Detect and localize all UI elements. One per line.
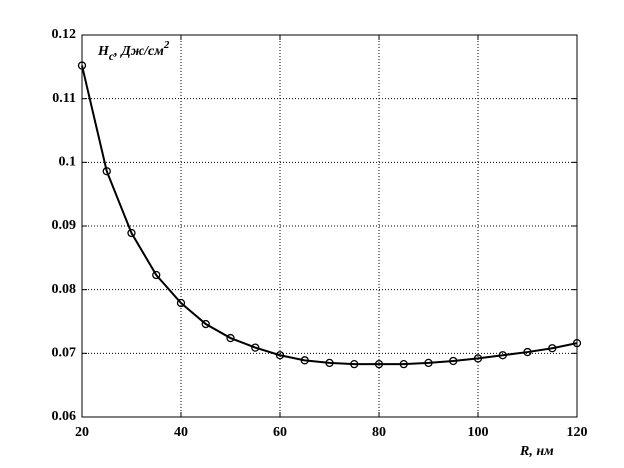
data-point (251, 343, 260, 352)
data-point (176, 298, 186, 308)
y-label-unit: , Дж/см (113, 44, 164, 59)
data-point (399, 360, 408, 369)
data-point (523, 347, 532, 357)
y-tick-label: 0.06 (52, 409, 77, 424)
data-point (325, 358, 334, 368)
data-point (300, 356, 309, 365)
data-point (152, 270, 161, 280)
data-point (127, 228, 136, 238)
x-tick-label: 20 (75, 425, 89, 440)
data-point (226, 333, 235, 343)
y-label-sub: c (109, 49, 115, 63)
x-tick-label: 100 (468, 425, 489, 440)
data-point (77, 61, 87, 70)
data-point (201, 319, 210, 329)
x-axis-label: R, нм (519, 444, 554, 459)
plot-frame (81, 34, 578, 418)
data-point (449, 356, 458, 366)
data-point (548, 344, 557, 353)
data-point (498, 351, 507, 360)
y-tick-label: 0.08 (52, 282, 77, 297)
data-point (350, 360, 359, 369)
data-line (81, 65, 578, 366)
y-label-main: H (97, 44, 110, 59)
y-tick-label: 0.12 (52, 27, 77, 42)
y-tick-label: 0.1 (59, 155, 77, 170)
data-point (102, 167, 111, 176)
y-tick-label: 0.11 (52, 91, 76, 106)
x-tick-label: 120 (567, 425, 588, 440)
data-point (424, 358, 433, 368)
x-tick-label: 40 (174, 425, 188, 440)
y-label-sup: 2 (163, 39, 170, 51)
data-point (473, 354, 483, 363)
data-point (374, 360, 384, 369)
data-point (572, 338, 582, 348)
data-point (275, 351, 285, 360)
y-tick-label: 0.09 (52, 218, 77, 233)
x-tick-label: 60 (273, 425, 287, 440)
x-tick-label: 80 (372, 425, 386, 440)
y-axis-label: Hc, Дж/см2 (97, 39, 170, 63)
y-tick-label: 0.07 (52, 346, 77, 361)
